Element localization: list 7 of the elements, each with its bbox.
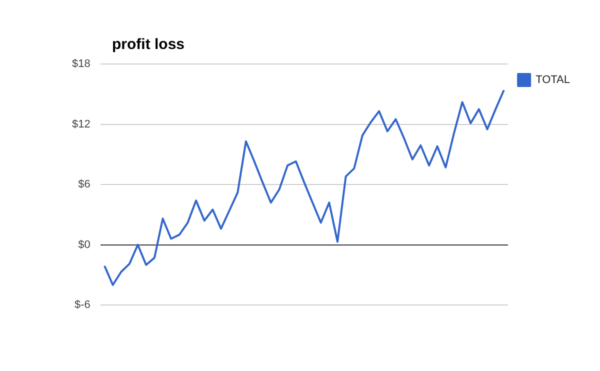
y-tick-label: $-6 [74,299,90,312]
chart-title: profit loss [112,36,185,53]
y-tick-label: $18 [72,58,90,70]
y-tick-label: $12 [72,118,90,130]
y-tick-label: $0 [78,238,90,251]
y-tick-label: $6 [78,178,90,191]
legend-label: TOTAL [536,74,570,86]
